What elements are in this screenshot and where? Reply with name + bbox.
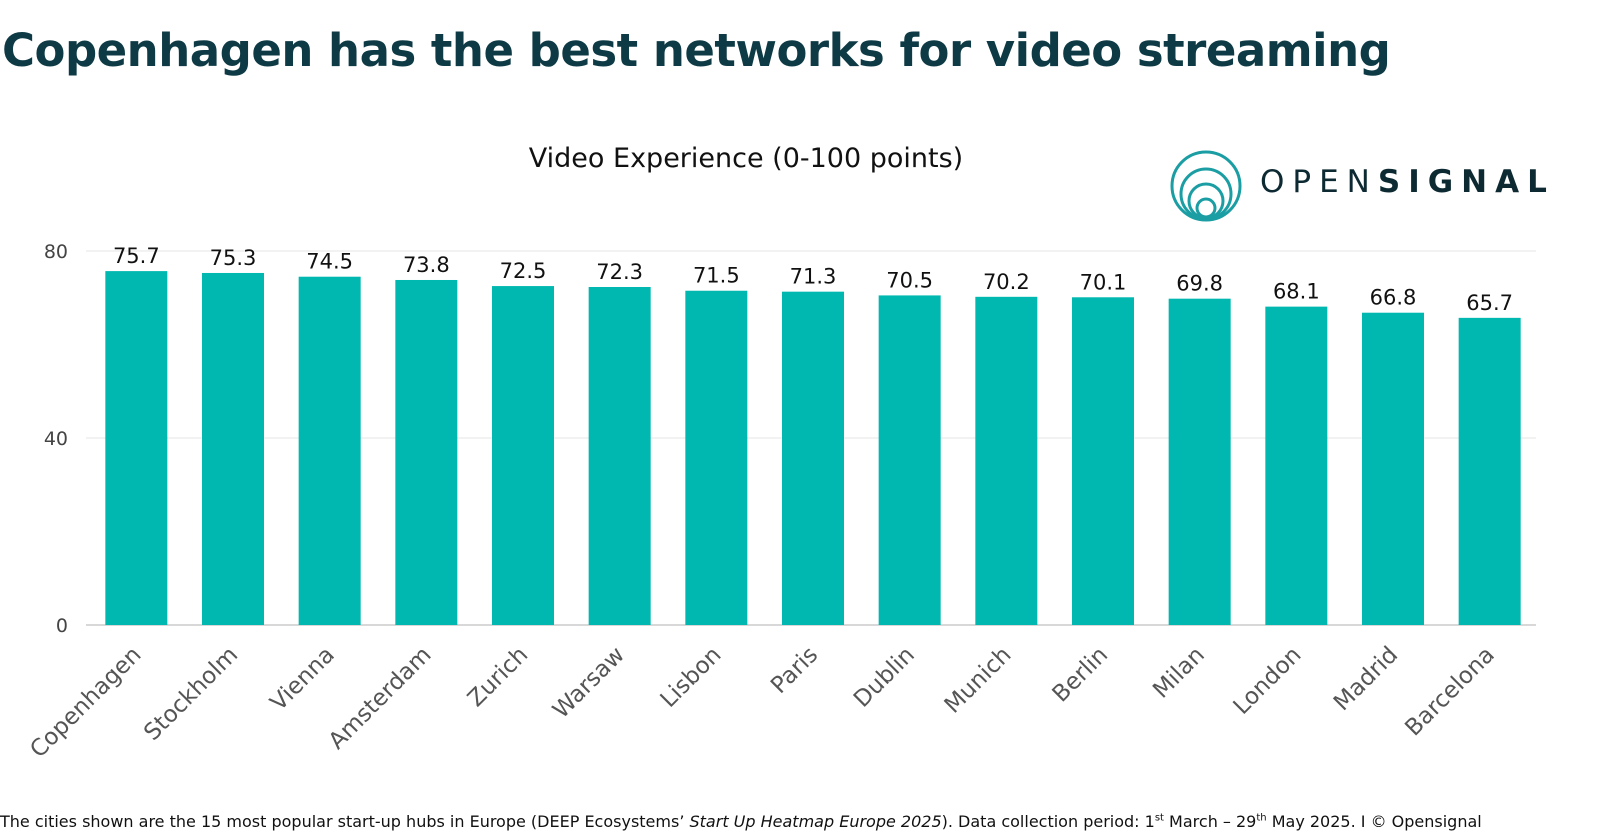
value-label: 75.3 bbox=[210, 246, 257, 270]
x-tick-label: Milan bbox=[1148, 642, 1210, 704]
footnote-text-1: The cities shown are the 15 most popular… bbox=[0, 812, 690, 831]
y-axis-ticks: 0 40 80 bbox=[44, 241, 68, 637]
x-tick-label: Copenhagen bbox=[25, 642, 146, 763]
bar bbox=[298, 276, 361, 625]
value-label: 69.8 bbox=[1176, 272, 1223, 296]
y-tick-label: 0 bbox=[56, 615, 68, 637]
bar bbox=[782, 291, 844, 625]
y-tick-label: 80 bbox=[44, 241, 68, 263]
x-tick-label: Barcelona bbox=[1400, 642, 1500, 742]
value-label: 71.5 bbox=[693, 264, 740, 288]
value-label: 70.1 bbox=[1080, 270, 1127, 294]
bars bbox=[105, 271, 1521, 625]
x-tick-label: Stockholm bbox=[139, 642, 243, 746]
logo-text-light: OPEN bbox=[1260, 164, 1378, 200]
bar bbox=[878, 295, 941, 625]
bar bbox=[1458, 317, 1521, 625]
bar bbox=[1265, 306, 1328, 625]
bar bbox=[395, 279, 458, 625]
bar bbox=[1072, 297, 1134, 625]
value-label: 73.8 bbox=[403, 253, 450, 277]
value-label: 72.5 bbox=[500, 259, 547, 283]
footnote-text-4: May 2025. I © Opensignal bbox=[1266, 812, 1482, 831]
footnote-text-3: March – 29 bbox=[1163, 812, 1257, 831]
value-label: 68.1 bbox=[1273, 280, 1320, 304]
headline: Copenhagen has the best networks for vid… bbox=[2, 24, 1391, 77]
x-tick-label: Paris bbox=[766, 642, 823, 699]
footnote-sup-1: st bbox=[1154, 812, 1164, 824]
x-tick-label: Warsaw bbox=[548, 642, 630, 724]
concentric-circles-icon bbox=[1170, 150, 1242, 222]
logo-wordmark: OPENSIGNAL bbox=[1260, 164, 1555, 200]
x-tick-label: Lisbon bbox=[656, 642, 727, 713]
value-label: 72.3 bbox=[596, 260, 643, 284]
footnote-italic: Start Up Heatmap Europe 2025 bbox=[689, 812, 942, 831]
bar bbox=[1362, 312, 1424, 625]
x-tick-label: Madrid bbox=[1329, 642, 1403, 716]
source-footnote: The cities shown are the 15 most popular… bbox=[0, 812, 1482, 831]
bar bbox=[685, 290, 748, 625]
bar bbox=[492, 286, 554, 625]
opensignal-logo: OPENSIGNAL bbox=[1168, 148, 1588, 224]
bar bbox=[202, 272, 264, 625]
x-tick-label: Amsterdam bbox=[324, 642, 437, 755]
bar bbox=[975, 296, 1038, 625]
x-tick-label: Berlin bbox=[1048, 642, 1114, 708]
value-label: 74.5 bbox=[306, 250, 353, 274]
value-label: 75.7 bbox=[113, 244, 160, 268]
logo-text-bold: SIGNAL bbox=[1377, 164, 1555, 200]
value-labels: 75.7 75.3 74.5 73.8 72.5 72.3 71.5 71.3 70.5 70.2… bbox=[113, 244, 1513, 315]
footnote-text-2: ). Data collection period: 1 bbox=[941, 812, 1155, 831]
y-tick-label: 40 bbox=[44, 428, 68, 450]
value-label: 65.7 bbox=[1466, 291, 1513, 315]
chart-title: Video Experience (0-100 points) bbox=[528, 143, 964, 174]
x-tick-label: Munich bbox=[940, 642, 1017, 719]
value-label: 70.2 bbox=[983, 270, 1030, 294]
value-label: 71.3 bbox=[790, 265, 837, 289]
bar bbox=[588, 286, 651, 625]
x-tick-label: London bbox=[1229, 642, 1307, 720]
bar bbox=[1168, 298, 1231, 625]
bar bbox=[105, 271, 168, 625]
x-tick-label: Dublin bbox=[849, 642, 920, 713]
value-label: 66.8 bbox=[1370, 286, 1417, 310]
x-tick-label: Vienna bbox=[266, 642, 340, 716]
footnote-sup-2: th bbox=[1256, 812, 1267, 824]
x-tick-label: Zurich bbox=[463, 642, 533, 712]
value-label: 70.5 bbox=[886, 268, 933, 292]
